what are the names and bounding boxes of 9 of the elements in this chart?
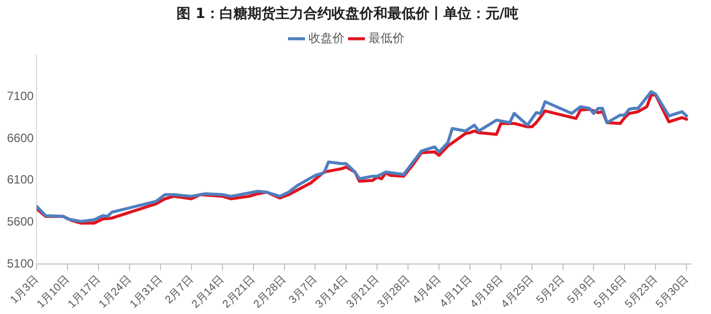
y-tick-label: 6100: [6, 172, 34, 187]
x-tick-label: 5月2日: [534, 274, 568, 306]
y-tick-label: 7100: [6, 88, 34, 103]
chart-title: 图 1：白糖期货主力合约收盘价和最低价丨单位：元/吨: [176, 5, 518, 22]
y-tick-label: 5600: [6, 214, 34, 229]
y-tick-label: 5100: [6, 256, 34, 270]
legend-label: 最低价: [368, 31, 404, 46]
legend-label: 收盘价: [308, 31, 344, 46]
y-tick-label: 6600: [6, 130, 34, 145]
